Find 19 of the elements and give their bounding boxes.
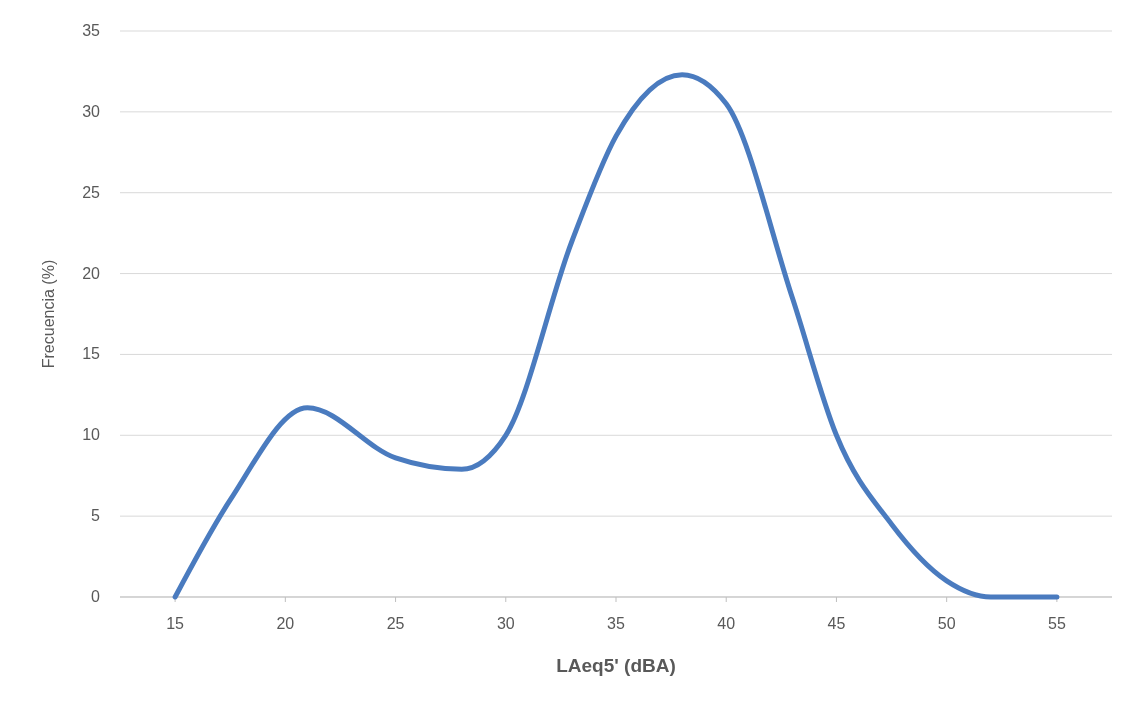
x-tick-label: 50 [937, 615, 956, 632]
y-tick-label: 25 [82, 183, 101, 201]
x-axis-title: LAeq5' (dBA) [556, 655, 676, 676]
x-tick-label: 25 [386, 615, 405, 632]
y-tick-label: 5 [91, 507, 101, 525]
y-axis-title: Frecuencia (%) [40, 259, 57, 369]
y-tick-label: 15 [82, 345, 101, 363]
x-tick-label: 35 [607, 615, 625, 632]
x-tick-label: 30 [496, 615, 515, 632]
y-tick-label: 30 [82, 102, 101, 120]
y-tick-label: 0 [91, 588, 101, 605]
y-tick-label: 10 [82, 426, 101, 444]
x-tick-label: 45 [827, 615, 846, 632]
x-tick-label: 20 [276, 615, 295, 632]
y-tick-label: 35 [82, 22, 101, 39]
x-tick-label: 15 [166, 615, 185, 632]
y-tick-label: 20 [82, 264, 101, 282]
x-tick-label: 55 [1047, 615, 1066, 632]
x-tick-label: 40 [717, 615, 736, 632]
